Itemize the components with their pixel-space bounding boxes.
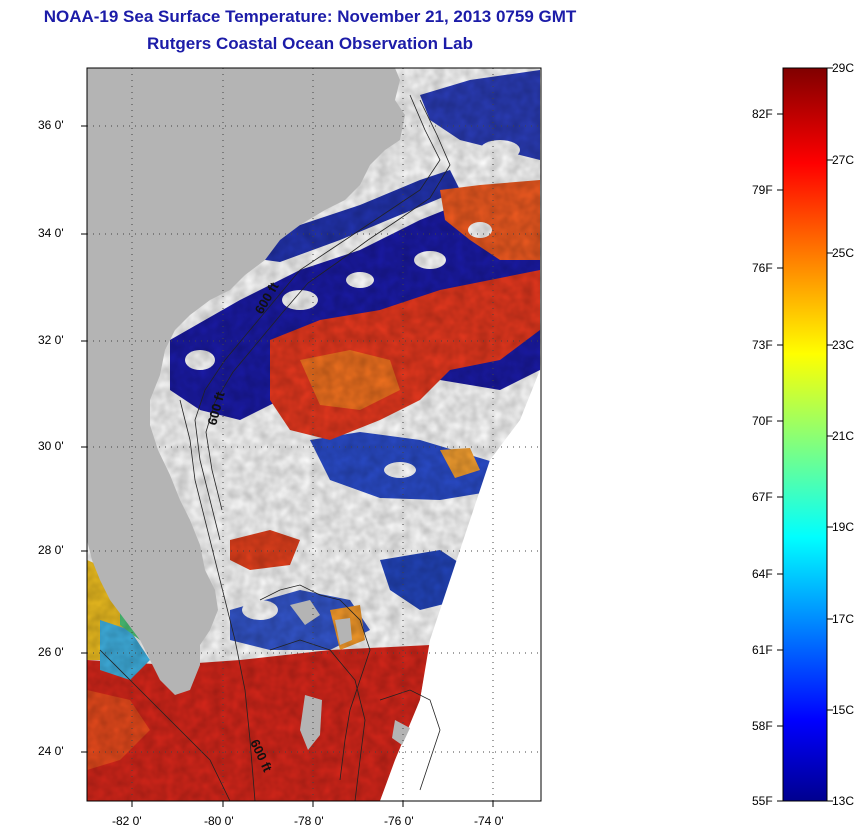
lat-tick-label: 34 0' bbox=[38, 226, 64, 240]
colorbar-gradient bbox=[782, 67, 828, 802]
lat-tick-label: 28 0' bbox=[38, 543, 64, 557]
graticule bbox=[87, 68, 541, 801]
lon-tick-label: -82 0' bbox=[112, 814, 142, 828]
fahrenheit-label: 76F bbox=[752, 261, 773, 275]
map-title: NOAA-19 Sea Surface Temperature: Novembe… bbox=[43, 7, 577, 26]
lat-tick-label: 24 0' bbox=[38, 744, 64, 758]
bahamas-islands bbox=[290, 600, 410, 750]
map-subtitle: Rutgers Coastal Ocean Observation Lab bbox=[147, 34, 473, 53]
fahrenheit-label: 58F bbox=[752, 719, 773, 733]
sst-map: 600 ft 600 ft 600 ft bbox=[81, 67, 542, 807]
lat-tick-label: 26 0' bbox=[38, 645, 64, 659]
celsius-label: 13C bbox=[832, 794, 855, 808]
fahrenheit-label: 73F bbox=[752, 338, 773, 352]
celsius-label: 27C bbox=[832, 153, 855, 167]
celsius-label: 15C bbox=[832, 703, 855, 717]
fahrenheit-label: 61F bbox=[752, 643, 773, 657]
lat-tick-label: 32 0' bbox=[38, 333, 64, 347]
celsius-label: 21C bbox=[832, 429, 855, 443]
land-mass bbox=[87, 68, 405, 695]
lon-tick-label: -80 0' bbox=[204, 814, 234, 828]
bathymetry-contours bbox=[99, 94, 451, 801]
fahrenheit-label: 64F bbox=[752, 567, 773, 581]
fahrenheit-label: 82F bbox=[752, 107, 773, 121]
lon-tick-label: -78 0' bbox=[294, 814, 324, 828]
celsius-label: 29C bbox=[832, 61, 855, 75]
map-frame bbox=[86, 67, 542, 802]
lon-tick-label: -74 0' bbox=[474, 814, 504, 828]
map-ticks bbox=[81, 125, 494, 807]
fahrenheit-label: 67F bbox=[752, 490, 773, 504]
celsius-label: 19C bbox=[832, 520, 855, 534]
celsius-label: 23C bbox=[832, 338, 855, 352]
celsius-label: 25C bbox=[832, 246, 855, 260]
lon-tick-label: -76 0' bbox=[384, 814, 414, 828]
lat-tick-label: 36 0' bbox=[38, 118, 64, 132]
celsius-label: 17C bbox=[832, 612, 855, 626]
lat-tick-label: 30 0' bbox=[38, 439, 64, 453]
fahrenheit-label: 79F bbox=[752, 183, 773, 197]
fahrenheit-label: 70F bbox=[752, 414, 773, 428]
fahrenheit-label: 55F bbox=[752, 794, 773, 808]
